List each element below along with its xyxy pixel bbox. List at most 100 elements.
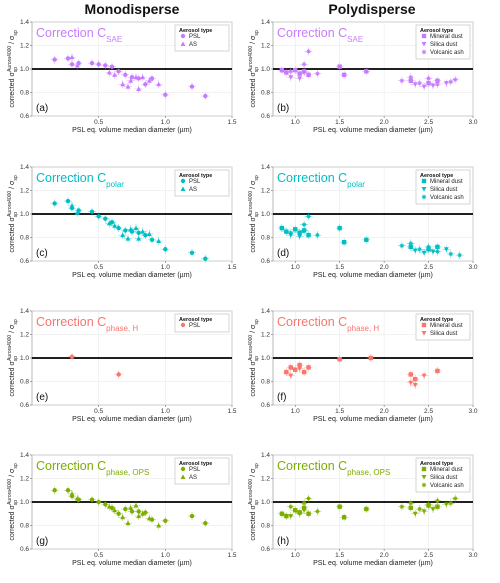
legend-item: PSL — [189, 467, 201, 473]
marker-circle — [189, 513, 195, 519]
series-volcanic-ash — [286, 212, 464, 260]
marker-circle — [96, 214, 101, 219]
marker-triangle-up — [106, 220, 112, 226]
marker-star — [453, 77, 458, 82]
x-tick-label: 3.0 — [468, 264, 477, 271]
y-label-tail: / σ — [9, 324, 16, 335]
marker-triangle-up — [74, 62, 80, 68]
panel-label: (a) — [36, 103, 48, 114]
y-label-tail-sub: sp — [254, 463, 260, 469]
panel-a: 0.6 0.8 1.0 1.2 1.4 0.5 1.0 1.5 PSL eq. volume m… — [7, 19, 237, 134]
y-tick-label: 0.8 — [261, 235, 270, 242]
legend-marker-circle — [180, 466, 186, 472]
marker-circle — [109, 64, 115, 69]
marker-square — [337, 356, 342, 362]
y-tick-label: 1.2 — [261, 43, 270, 50]
y-label-sup: Aurora4000 — [7, 335, 13, 361]
data-point — [188, 82, 196, 91]
star-stroke — [422, 483, 426, 487]
correction-title-main: Correction C — [277, 315, 347, 329]
data-point — [188, 512, 196, 521]
y-label-tail: / σ — [250, 35, 257, 46]
legend-item: Volcanic ash — [430, 483, 464, 489]
x-tick-label: 1.0 — [161, 264, 170, 271]
marker-triangle-up — [128, 226, 134, 232]
legend-marker-square — [421, 178, 427, 184]
marker-star — [408, 241, 413, 246]
data-point — [132, 224, 140, 233]
data-point — [304, 212, 313, 221]
marker-triangle-up — [133, 74, 139, 80]
marker-square — [288, 365, 293, 370]
series-volcanic-ash — [286, 494, 460, 516]
marker-square — [293, 508, 298, 513]
panel-label: (c) — [36, 248, 48, 259]
data-point — [105, 68, 114, 77]
marker-star — [301, 222, 307, 227]
legend-marker-square — [421, 33, 427, 39]
star-stroke — [315, 71, 320, 76]
legend-title: Aerosol type — [179, 173, 212, 179]
marker-triangle-down — [288, 75, 294, 80]
data-point — [291, 225, 300, 234]
data-point — [68, 201, 76, 210]
y-tick-label: 0.6 — [261, 258, 270, 265]
panel-label: (b) — [277, 103, 289, 114]
legend-box — [174, 169, 230, 197]
y-tick-label: 0.8 — [20, 90, 29, 97]
data-point — [300, 68, 309, 77]
data-point — [295, 74, 304, 83]
marker-star — [426, 244, 431, 250]
marker-circle — [116, 372, 121, 377]
marker-triangle-down — [430, 507, 436, 512]
data-point — [304, 494, 313, 503]
data-point — [277, 509, 286, 518]
correction-title-main: Correction C — [277, 26, 347, 40]
legend-box — [174, 313, 230, 333]
data-point — [134, 234, 143, 243]
marker-triangle-down — [443, 502, 449, 507]
marker-square — [284, 369, 289, 375]
data-point — [335, 355, 344, 364]
star-stroke — [417, 507, 422, 511]
data-point — [50, 199, 59, 208]
data-point — [64, 197, 72, 206]
x-tick-label: 2.0 — [380, 552, 389, 559]
marker-star — [315, 232, 320, 238]
marker-triangle-down — [412, 511, 418, 517]
x-tick-label: 1.5 — [335, 119, 344, 126]
marker-star — [408, 75, 413, 80]
marker-star — [435, 498, 440, 504]
marker-triangle-down — [412, 248, 418, 254]
marker-triangle-up — [136, 513, 142, 519]
marker-triangle-up — [106, 69, 112, 75]
marker-square — [306, 232, 311, 238]
y-tick-label: 1.2 — [20, 476, 29, 483]
data-point — [340, 513, 349, 522]
data-point — [286, 512, 295, 521]
x-tick-label: 1.0 — [161, 552, 170, 559]
marker-star — [315, 509, 320, 514]
marker-circle — [89, 209, 95, 214]
x-tick-label: 2.5 — [424, 408, 433, 415]
data-point — [68, 489, 76, 498]
x-tick-label: 1.0 — [291, 264, 300, 271]
marker-triangle-down — [297, 234, 303, 239]
data-point — [300, 368, 309, 377]
legend-marker-triangle-down — [421, 42, 427, 47]
x-tick-label: 0.5 — [94, 408, 103, 415]
legend-marker-triangle-down — [421, 331, 427, 336]
data-point — [94, 60, 103, 69]
marker-square — [279, 225, 285, 231]
marker-triangle-up — [133, 502, 139, 508]
data-point — [446, 499, 455, 508]
data-point — [201, 519, 210, 528]
legend-item: Silica dust — [430, 475, 458, 481]
star-stroke — [417, 81, 422, 85]
marker-circle — [123, 72, 128, 78]
y-tick-label: 0.6 — [20, 113, 29, 120]
marker-circle — [203, 520, 208, 526]
legend-marker-square — [421, 466, 427, 472]
y-tick-label: 1.2 — [20, 332, 29, 339]
star-stroke — [288, 69, 293, 74]
